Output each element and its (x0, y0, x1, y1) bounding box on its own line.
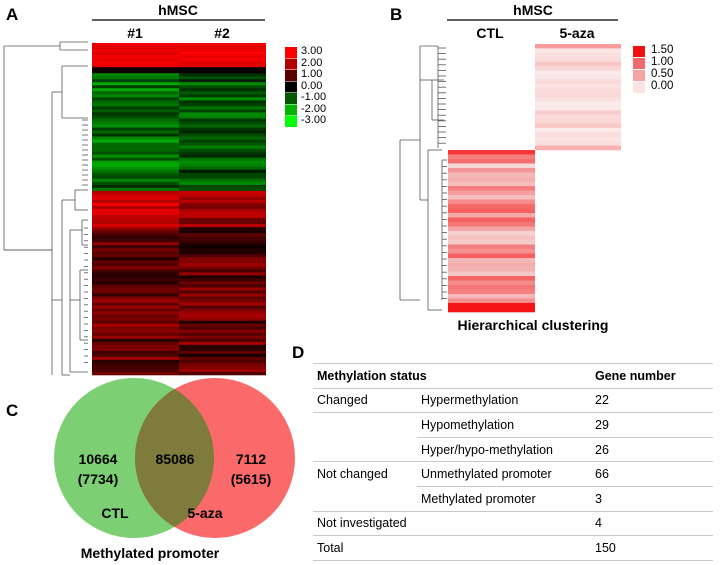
panel-a-dendrogram (3, 41, 88, 376)
table-row: Methylated promoter 3 (313, 486, 713, 512)
venn-left-sub: (7734) (78, 471, 118, 487)
row-sub: Hyper/hypo-methylation (417, 437, 591, 463)
panel-b-caption: Hierarchical clustering (458, 317, 609, 333)
row-group: Total (313, 535, 417, 561)
panel-b-legend-label: 1.50 (651, 44, 674, 56)
panel-c: C 10664 (7734) 85086 7112 (5615) CTL 5-a… (6, 378, 295, 561)
row-sub: Hypermethylation (417, 388, 591, 414)
row-count: 29 (591, 412, 713, 438)
panel-c-caption: Methylated promoter (81, 545, 220, 561)
panel-b-legend-label: 0.00 (651, 80, 674, 92)
panel-a-heatmap (92, 43, 266, 376)
venn-right-label: 5-aza (187, 505, 222, 521)
row-sub (417, 535, 591, 561)
table-row: Not investigated 4 (313, 511, 713, 537)
row-sub: Unmethylated promoter (417, 461, 591, 487)
panel-c-venn (54, 378, 295, 538)
row-sub: Hypomethylation (417, 412, 591, 438)
panel-a-letter: A (6, 5, 18, 24)
panel-a-col2-label: #2 (214, 25, 230, 41)
header-gene-number: Gene number (591, 363, 713, 389)
row-group: Not investigated (313, 511, 417, 537)
methylation-table: Methylation status Gene number Changed H… (313, 363, 713, 561)
panel-a-legend-label: 2.00 (301, 56, 323, 69)
venn-right-sub: (5615) (231, 471, 271, 487)
panel-d-letter: D (292, 343, 305, 362)
panel-a-col1-label: #1 (127, 25, 143, 41)
panel-b: B hMSC CTL 5-aza Hierarchical clustering (390, 2, 645, 333)
venn-overlap-count: 85086 (156, 451, 195, 467)
panel-a-legend-label: -1.00 (301, 91, 327, 103)
panel-b-col1-label: CTL (476, 25, 504, 41)
panel-a: A hMSC #1 #2 (3, 2, 297, 376)
table-row: Total 150 (313, 535, 713, 561)
row-count: 26 (591, 437, 713, 463)
header-methylation-status: Methylation status (313, 363, 591, 389)
panel-a-legend-label: -3.00 (301, 114, 327, 126)
row-sub: Methylated promoter (417, 486, 591, 512)
panel-a-legend-label: -2.00 (301, 102, 327, 115)
venn-left-label: CTL (101, 505, 129, 521)
row-count: 22 (591, 388, 713, 414)
table-row: Hyper/hypo-methylation 26 (313, 437, 713, 463)
row-count: 66 (591, 461, 713, 487)
row-group (313, 413, 417, 438)
panel-b-letter: B (390, 5, 402, 24)
panel-a-group-label: hMSC (158, 2, 198, 18)
table-row: Hypomethylation 29 (313, 412, 713, 438)
table-row: Not changed Unmethylated promoter 66 (313, 461, 713, 487)
panel-a-legend-label: 3.00 (301, 45, 323, 57)
panel-b-heatmap (448, 44, 621, 313)
table-header-row: Methylation status Gene number (313, 363, 713, 389)
row-group: Not changed (317, 467, 388, 482)
row-group (313, 437, 417, 463)
panel-b-legend (633, 46, 645, 93)
panel-a-legend-label: 0.00 (301, 79, 323, 92)
panel-b-dendrogram (399, 45, 447, 311)
panel-b-legend-label: 1.00 (651, 56, 674, 68)
table-row: Changed Hypermethylation 22 (313, 388, 713, 414)
row-group: Changed (313, 388, 417, 414)
venn-right-count: 7112 (236, 451, 267, 467)
row-group (313, 486, 417, 512)
row-count: 4 (591, 511, 713, 537)
row-count: 150 (591, 535, 713, 561)
row-sub (417, 511, 591, 537)
panel-b-group-label: hMSC (513, 2, 553, 18)
venn-overlap (134, 389, 214, 527)
row-count: 3 (591, 486, 713, 512)
venn-left-count: 10664 (79, 451, 118, 467)
panel-b-legend-label: 0.50 (651, 68, 674, 80)
panel-a-legend (285, 47, 297, 127)
panel-a-legend-label: 1.00 (301, 68, 323, 80)
panel-c-letter: C (6, 401, 18, 420)
panel-b-col2-label: 5-aza (559, 25, 594, 41)
